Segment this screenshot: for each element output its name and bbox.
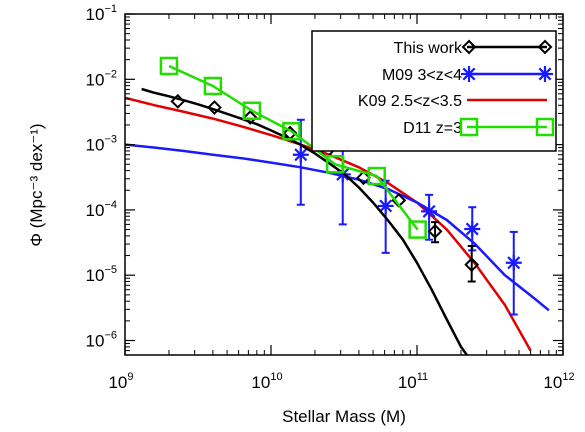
point-d11-z-3-5 [367,166,386,186]
point-d11-z-3-3 [282,122,301,141]
point-d11-z-3-4 [325,155,345,174]
legend-label-k09-2-5-z-3-5: K09 2.5<z<3.5 [358,93,462,110]
y-tick-label: 10−5 [86,264,117,285]
y-tick-label: 10−2 [86,68,117,89]
point-m09-3-z-4-3 [421,203,438,220]
point-m09-3-z-4-0 [292,146,309,163]
legend-label-m09-3-z-4: M09 3<z<4 [382,67,462,84]
legend-marker-this-work [461,39,477,55]
y-tick-label: 10−3 [86,134,117,155]
legend-marker-d11-z-3 [459,117,479,137]
legend-marker-this-work [537,39,553,55]
error-bar-this-work-8 [467,245,476,283]
point-this-work-1 [207,100,222,115]
point-this-work-2 [242,110,258,125]
x-tick-label: 109 [108,371,133,392]
x-tick-label: 1011 [398,371,428,392]
point-d11-z-3-1 [203,76,223,96]
point-this-work-8 [464,257,480,273]
error-bar-m09-3-z-4-5 [509,230,518,316]
point-m09-3-z-4-5 [505,254,522,271]
plot-frame [124,13,564,356]
y-axis-label: Φ (Mpc⁻³ dex⁻¹) [27,123,46,246]
point-this-work-5 [356,170,371,186]
legend-label-this-work: This work [394,40,463,57]
legend-marker-m09-3-z-4 [537,66,553,82]
point-d11-z-3-0 [159,56,179,76]
point-this-work-0 [170,93,186,109]
series-layer [125,56,550,355]
point-d11-z-3-2 [242,101,262,120]
error-bar-m09-3-z-4-1 [338,140,347,226]
x-tick-label: 1010 [251,371,282,392]
point-m09-3-z-4-2 [377,197,394,214]
connect-line-d11-z-3 [168,64,419,231]
point-m09-3-z-4-4 [464,221,481,238]
y-tick-label: 10−1 [86,3,117,24]
x-axis-label: Stellar Mass (M) [282,407,406,426]
legend: This work M09 3<z<4 K09 2.5<z<3.5 D11 z=3 [311,30,557,152]
point-this-work-7 [427,223,443,239]
series-d11-z-3 [159,56,427,239]
y-tick-label: 10−6 [86,330,117,351]
axis-ticks: 109 1010 1011 1012 10−6 10−5 10−4 10−3 10−2 10−1 [86,3,575,392]
point-d11-z-3-6 [408,220,427,239]
plot-border [124,13,564,356]
legend-marker-m09-3-z-4 [461,66,477,82]
fit-line-this-work [141,87,469,355]
legend-box [311,30,557,152]
legend-marker-d11-z-3 [535,117,555,137]
x-tick-label: 1012 [543,371,574,392]
y-tick-label: 10−4 [86,199,117,220]
legend-label-d11-z-3: D11 z=3 [403,120,462,137]
